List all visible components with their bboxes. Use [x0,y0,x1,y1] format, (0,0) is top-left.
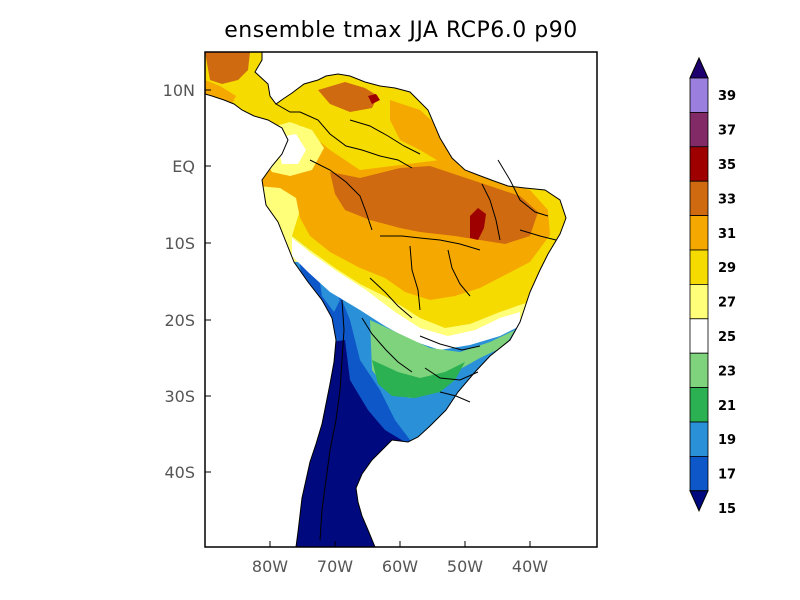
colorbar-level-label: 39 [718,89,736,104]
lat-tick-label: EQ [172,157,195,176]
lat-tick-label: 10S [164,234,195,253]
colorbar-level-label: 19 [718,433,736,448]
colorbar-swatch [689,455,709,492]
colorbar-level-label: 17 [718,468,736,483]
colorbar-level-label: 21 [718,399,736,414]
colorbar-over-arrow [689,56,709,79]
lat-tick-label: 10N [163,81,195,100]
colorbar-level-label: 25 [718,330,736,345]
colorbar: 39 37 35 33 31 29 27 25 23 21 19 17 15 [689,56,736,517]
map-title: ensemble tmax JJA RCP6.0 p90 [224,18,578,43]
lon-tick-label: 80W [252,557,288,576]
colorbar-level-label: 31 [718,227,736,242]
colorbar-level-label: 35 [718,158,736,173]
colorbar-swatch [689,77,709,113]
colorbar-swatch [689,146,709,182]
colorbar-swatch [689,318,709,354]
lon-tick-label: 40W [512,557,548,576]
map-frame [204,51,598,548]
lon-tick-label: 70W [317,557,353,576]
colorbar-swatch [689,421,709,457]
colorbar-swatch [689,112,709,148]
colorbar-swatch [689,249,709,285]
lat-tick-label: 20S [164,311,195,330]
coastlines [205,52,567,547]
lon-tick-label: 50W [447,557,483,576]
colorbar-swatch [689,387,709,423]
colorbar-swatch [689,352,709,389]
colorbar-level-label: 23 [718,364,736,379]
colorbar-swatch [689,180,709,216]
colorbar-level-label: 29 [718,261,736,276]
colorbar-under-arrow [689,490,709,513]
colorbar-level-label: 33 [718,192,736,207]
axis-ticks [205,89,531,547]
lat-tick-label: 40S [164,463,195,482]
colorbar-level-label: 37 [718,124,736,139]
colorbar-level-label: 15 [718,502,736,517]
temperature-field [205,52,566,547]
colorbar-level-label: 27 [718,296,736,311]
lon-tick-label: 60W [382,557,418,576]
colorbar-swatch [689,283,709,320]
lat-tick-label: 30S [164,387,195,406]
colorbar-swatch [689,215,709,251]
